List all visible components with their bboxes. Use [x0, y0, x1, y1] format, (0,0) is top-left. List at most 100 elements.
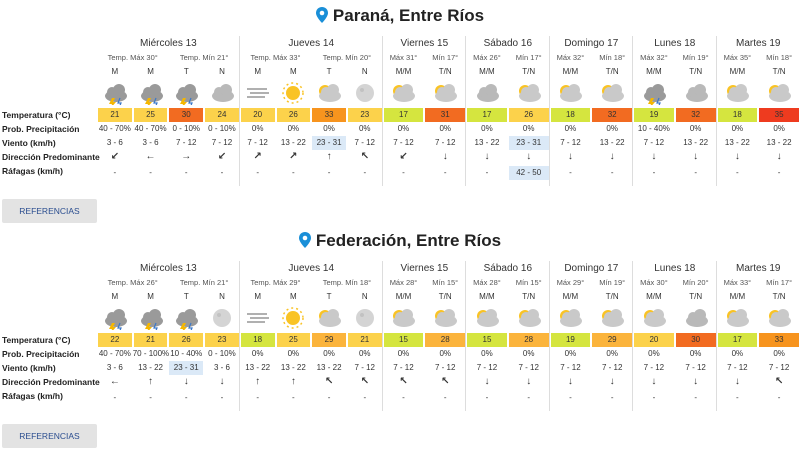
row-label: Viento (km/h) [2, 138, 56, 148]
day-separator [381, 36, 383, 186]
min-temp: Mín 20° [682, 278, 709, 287]
direction-cell: ↖ [360, 151, 369, 162]
gusts-cell: - [402, 168, 405, 177]
temperature-cell: 26 [276, 108, 311, 122]
weather-icon [560, 309, 583, 327]
wind-cell: 7 - 12 [560, 363, 581, 372]
time-slot: T [183, 67, 189, 76]
time-slot: M [254, 292, 261, 301]
temperature-cell: 26 [169, 333, 204, 347]
time-slot: M [111, 67, 119, 76]
references-button[interactable]: REFERENCIAS [2, 199, 97, 223]
weather-icon [355, 84, 374, 102]
min-temp: Mín 18° [766, 53, 793, 62]
row-label: Temperatura (°C) [2, 110, 71, 120]
max-temp: Máx 28° [389, 278, 418, 287]
gusts-cell: - [485, 393, 489, 402]
direction-cell: ↑ [290, 376, 296, 387]
location-pin [298, 232, 311, 248]
gusts-cell: - [327, 168, 331, 177]
wind-cell: 7 - 12 [176, 138, 197, 147]
gusts-cell: - [256, 168, 259, 177]
direction-cell: ↓ [734, 151, 740, 162]
time-slot: T/N [772, 67, 786, 76]
precipitation-cell: 0% [397, 349, 410, 358]
precipitation-cell: 10 - 40% [637, 124, 670, 133]
min-temp: Temp. Mín 18° [322, 278, 372, 287]
weather-icon [246, 88, 269, 98]
precipitation-cell: 0% [397, 124, 410, 133]
weather-icon [435, 309, 458, 327]
day-separator [238, 36, 240, 186]
wind-cell: 3 - 6 [213, 363, 230, 372]
time-slot: M/M [646, 67, 662, 76]
precipitation-cell: 0% [522, 124, 535, 133]
gusts-cell: - [256, 393, 259, 402]
time-slot: T/N [438, 292, 452, 301]
time-slot: M/M [646, 292, 662, 301]
wind-cell: 7 - 12 [393, 138, 414, 147]
min-temp: Temp. Mín 21° [179, 53, 229, 62]
min-temp: Temp. Mín 20° [322, 53, 372, 62]
wind-cell: 7 - 12 [393, 363, 414, 372]
min-temp: Mín 17° [766, 278, 793, 287]
time-slot: N [219, 67, 225, 76]
time-slot: M [254, 67, 261, 76]
weather-icon [560, 84, 583, 102]
direction-cell: ← [109, 376, 120, 387]
day-name: Domingo 17 [564, 38, 619, 49]
direction-cell: ↓ [693, 376, 699, 387]
temperature-cell: 30 [675, 333, 716, 347]
wind-cell: 13 - 22 [280, 363, 306, 372]
precipitation-cell: 0% [731, 124, 744, 133]
min-temp: Temp. Mín 21° [179, 278, 229, 287]
weather-icon [319, 84, 342, 102]
direction-cell: ↓ [734, 376, 740, 387]
wind-cell: 7 - 12 [434, 363, 456, 372]
precipitation-cell: 0% [287, 124, 300, 133]
temperature-cell: 33 [759, 333, 799, 347]
day-separator [632, 261, 634, 411]
direction-cell: ↖ [774, 376, 784, 387]
day-name: Jueves 14 [288, 263, 335, 274]
references-button[interactable]: REFERENCIAS [2, 424, 97, 448]
day-separator [548, 36, 550, 186]
temperature-cell: 22 [98, 333, 132, 347]
direction-cell: ↙ [399, 151, 408, 162]
temperature-cell: 15 [383, 333, 424, 347]
wind-cell: 7 - 12 [518, 363, 539, 372]
precipitation-cell: 0% [606, 349, 618, 358]
weather-icon [176, 309, 199, 330]
row-label: Dirección Predominante [2, 152, 100, 162]
temperature-cell: 24 [205, 108, 239, 122]
precipitation-cell: 0% [358, 349, 371, 358]
temperature-cell: 17 [717, 333, 758, 347]
day-name: Viernes 15 [400, 263, 449, 274]
direction-cell: ↑ [255, 376, 261, 387]
min-temp: Mín 17° [515, 53, 542, 62]
direction-cell: ↗ [289, 151, 298, 162]
temperature-cell: 30 [169, 108, 204, 122]
day-separator [715, 261, 717, 411]
time-slot: M/M [729, 292, 746, 301]
direction-cell: ← [145, 151, 156, 162]
max-temp: Temp. Máx 33° [250, 53, 301, 62]
max-temp: Máx 31° [389, 53, 418, 62]
gusts-cell: - [652, 168, 656, 177]
max-temp: Máx 32° [556, 53, 585, 62]
temperature-cell: 15 [467, 333, 507, 347]
time-slot: T/N [522, 292, 536, 301]
gusts-cell: - [652, 393, 656, 402]
precipitation-cell: 0% [564, 349, 577, 358]
wind-cell: 7 - 12 [247, 138, 268, 147]
gusts-cell: - [363, 393, 367, 402]
weather-icon [104, 84, 127, 105]
wind-cell: 13 - 22 [245, 363, 271, 372]
temperature-cell: 17 [467, 108, 507, 122]
wind-cell: 7 - 12 [768, 363, 790, 372]
wind-cell: 13 - 22 [683, 138, 709, 147]
precipitation-cell: 70 - 100% [132, 349, 170, 358]
precipitation-cell: 0% [251, 349, 264, 358]
gusts-cell: - [736, 168, 739, 177]
